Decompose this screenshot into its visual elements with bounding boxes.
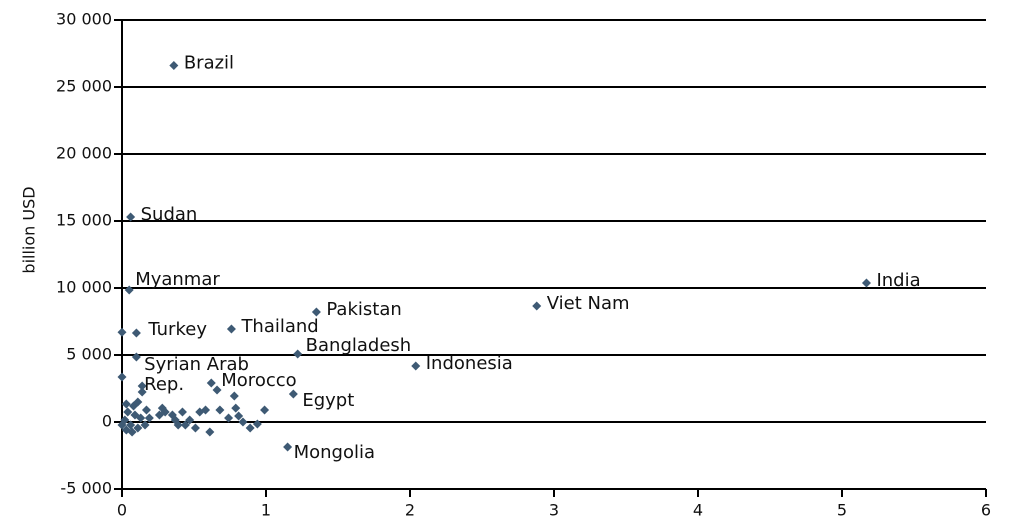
point [532,301,542,311]
point [226,324,236,334]
point [123,407,133,417]
point [126,212,136,222]
point-label: Brazil [184,53,234,74]
y-tick-label: 15 000 [56,211,112,230]
point [206,378,216,388]
x-tick-label: 5 [837,501,847,520]
point [293,349,303,359]
x-tick-label: 4 [693,501,703,520]
point [173,420,183,430]
x-tick-label: 2 [405,501,415,520]
point [117,327,127,337]
point [231,403,241,413]
point [238,417,248,427]
point [133,423,143,433]
point-label: Myanmar [135,269,220,290]
y-tick-label: -5 000 [60,479,112,498]
point [252,419,262,429]
point [144,413,154,423]
point [124,285,134,295]
point-label: Turkey [147,319,207,340]
point [288,389,298,399]
point-label: Indonesia [426,353,513,374]
point [131,352,141,362]
point [136,413,146,423]
x-tick-label: 3 [549,501,559,520]
point [190,423,200,433]
point [180,420,190,430]
point [121,425,131,435]
point [137,381,147,391]
point-label: Viet Nam [547,293,630,314]
point-label: Sudan [141,204,198,225]
point [260,405,270,415]
point [234,411,244,421]
point-label: India [876,270,920,291]
point [861,278,871,288]
point [154,410,164,420]
point [245,423,255,433]
point-label: Rep. [144,374,184,395]
point-label: Morocco [221,370,296,391]
point [117,420,127,430]
point [169,61,179,71]
point [283,442,293,452]
point [229,391,239,401]
point-label: Mongolia [294,442,375,463]
point-label: Bangladesh [306,335,412,356]
point [140,420,150,430]
point-label: Thailand [240,316,318,337]
point [121,399,131,409]
y-axis-title: billion USD [20,186,39,273]
x-tick-label: 6 [981,501,991,520]
point [224,413,234,423]
x-tick-label: 1 [261,501,271,520]
point [141,405,151,415]
y-tick-label: 0 [102,412,112,431]
y-tick-label: 25 000 [56,77,112,96]
point [411,361,421,371]
point [215,405,225,415]
y-tick-label: 30 000 [56,10,112,29]
point [117,372,127,382]
point-label: Syrian Arab [144,354,249,375]
point [205,427,215,437]
point [127,427,137,437]
x-tick-label: 0 [117,501,127,520]
point [133,397,143,407]
y-tick-label: 5 000 [66,345,112,364]
point [126,420,136,430]
point-label: Egypt [302,390,354,411]
point [201,405,211,415]
point [131,328,141,338]
y-tick-label: 10 000 [56,278,112,297]
point [137,387,147,397]
point [185,415,195,425]
point-label: Pakistan [326,299,401,320]
point [212,385,222,395]
y-tick-label: 20 000 [56,144,112,163]
point [177,407,187,417]
point [311,307,321,317]
